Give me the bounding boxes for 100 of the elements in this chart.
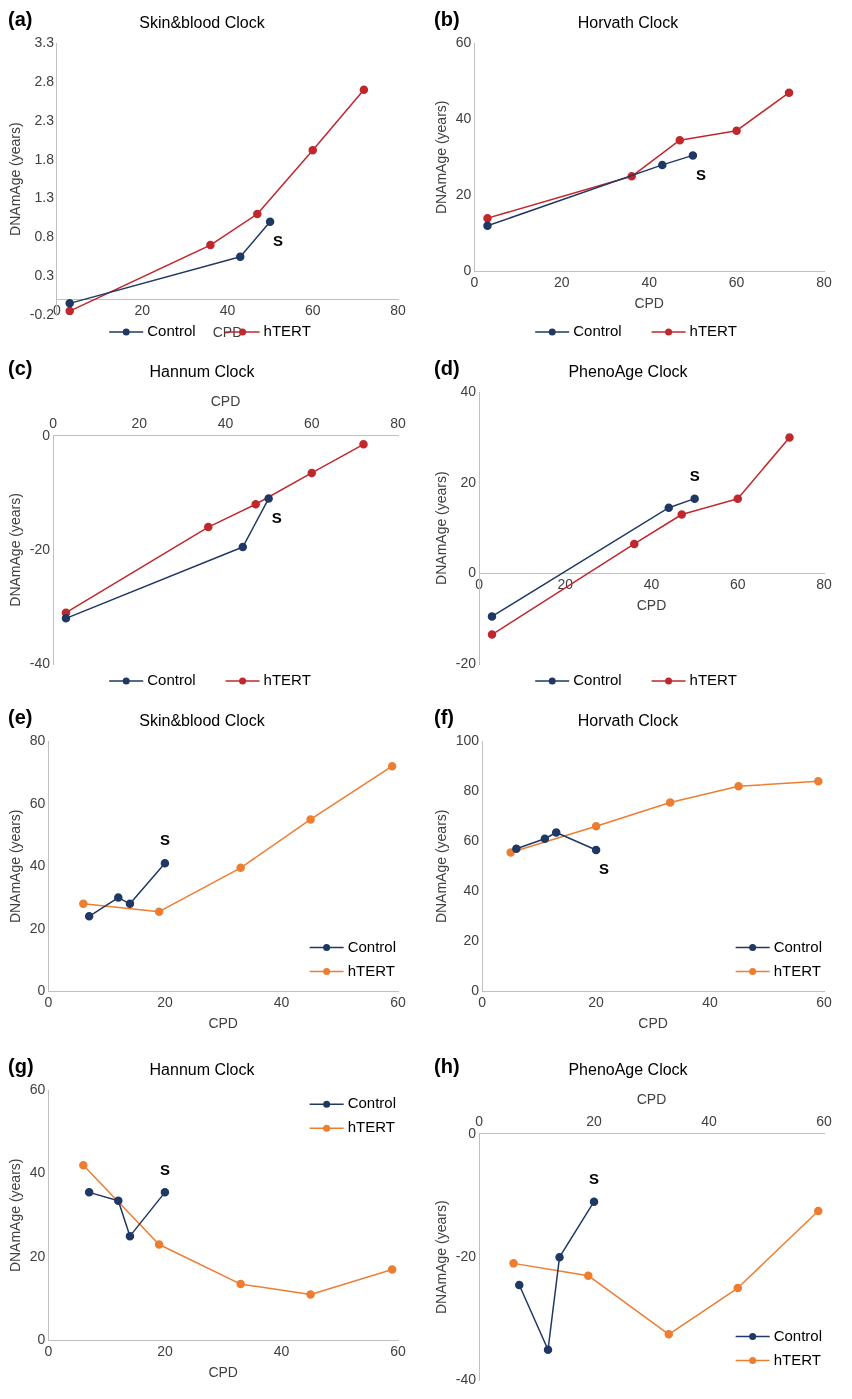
point xyxy=(734,781,743,791)
point xyxy=(665,798,675,807)
point xyxy=(359,440,368,449)
chart-title: PhenoAge Clock xyxy=(568,1061,689,1079)
point xyxy=(154,1240,164,1249)
point xyxy=(814,776,823,786)
x-tick-label: 40 xyxy=(273,993,290,1010)
point xyxy=(307,468,317,478)
chart-title: Horvath Clock xyxy=(577,712,680,730)
legend-label: Control xyxy=(573,322,622,340)
x-tick-label: 20 xyxy=(157,1342,173,1359)
x-tick-label: 20 xyxy=(157,993,173,1010)
point xyxy=(79,899,88,909)
x-axis-title: CPD xyxy=(208,1364,238,1381)
y-tick-label: 40 xyxy=(463,882,480,899)
chart-title: Hannum Clock xyxy=(149,363,256,381)
point xyxy=(65,299,74,308)
point xyxy=(543,1345,553,1354)
y-tick-label: 20 xyxy=(29,919,46,936)
x-axis-title: CPD xyxy=(210,393,241,410)
x-axis-title: CPD xyxy=(636,1091,667,1108)
y-tick-label: 2.3 xyxy=(34,111,55,128)
text: (e) xyxy=(8,705,33,728)
legend-label: Control xyxy=(147,671,196,689)
y-tick-label: 20 xyxy=(463,932,480,949)
legend-label: hTERT xyxy=(263,671,311,689)
y-tick-label: 2.8 xyxy=(34,72,55,89)
y-tick-label: -20 xyxy=(455,1248,477,1265)
y-tick-label: 0 xyxy=(463,262,472,279)
text: (b) xyxy=(434,7,460,30)
point xyxy=(359,85,369,95)
legend-label: Control xyxy=(773,1326,822,1344)
point xyxy=(306,815,315,824)
point xyxy=(551,828,561,837)
point xyxy=(65,306,74,315)
point xyxy=(206,240,215,250)
y-tick-label: 0 xyxy=(468,1124,477,1141)
y-tick-label: 3.3 xyxy=(34,34,55,51)
point xyxy=(125,899,135,909)
point xyxy=(236,1279,245,1289)
x-tick-label: 60 xyxy=(729,575,746,592)
y-tick-label: 1.3 xyxy=(34,189,55,206)
point xyxy=(483,213,492,223)
x-tick-label: 60 xyxy=(304,301,321,318)
y-tick-label: 80 xyxy=(463,782,480,799)
point xyxy=(264,494,273,503)
y-tick-label: 0.3 xyxy=(34,267,55,284)
legend-label: hTERT xyxy=(347,961,395,979)
annotation: S xyxy=(599,860,610,878)
annotation: S xyxy=(159,831,170,849)
point xyxy=(84,912,94,921)
y-axis-title: DNAmAge (years) xyxy=(7,1158,24,1273)
y-tick-label: 40 xyxy=(29,1164,46,1181)
point xyxy=(589,1197,599,1206)
point xyxy=(236,252,245,262)
x-tick-label: 40 xyxy=(701,1113,718,1130)
x-tick-label: 80 xyxy=(816,273,832,290)
x-tick-label: 60 xyxy=(816,1113,832,1130)
y-axis-title: DNAmAge (years) xyxy=(433,100,450,215)
chart-title: PhenoAge Clock xyxy=(568,363,689,381)
point xyxy=(265,217,275,227)
point xyxy=(509,1259,518,1268)
y-tick-label: 20 xyxy=(460,473,477,490)
point xyxy=(160,1188,170,1197)
x-tick-label: 60 xyxy=(303,415,320,432)
x-tick-label: 80 xyxy=(390,415,406,432)
x-tick-label: 60 xyxy=(728,273,745,290)
point xyxy=(591,822,601,831)
legend-label: Control xyxy=(773,937,822,955)
y-tick-label: 0.8 xyxy=(34,228,55,245)
point xyxy=(540,834,550,844)
x-tick-label: 40 xyxy=(273,1342,290,1359)
y-tick-label: 60 xyxy=(455,34,472,51)
point xyxy=(690,494,699,503)
legend-label: Control xyxy=(147,322,196,340)
x-tick-label: 40 xyxy=(702,993,719,1010)
y-tick-label: 0 xyxy=(37,1331,46,1348)
y-tick-label: -40 xyxy=(455,1371,477,1388)
point xyxy=(483,221,492,231)
y-axis-title: DNAmAge (years) xyxy=(433,1200,450,1314)
point xyxy=(584,1271,593,1280)
y-tick-label: 40 xyxy=(29,857,46,874)
point xyxy=(114,893,123,902)
legend-label: Control xyxy=(573,671,622,689)
y-tick-label: -20 xyxy=(29,540,51,557)
y-axis-title: DNAmAge (years) xyxy=(7,809,24,924)
point xyxy=(591,845,601,855)
chart-title: Skin&blood Clock xyxy=(139,712,266,730)
x-axis-title: CPD xyxy=(208,1015,238,1032)
point xyxy=(204,522,213,532)
text: (c) xyxy=(8,356,33,379)
text: (f) xyxy=(434,705,454,728)
text: (d) xyxy=(434,356,460,379)
point xyxy=(688,151,698,160)
annotation: S xyxy=(695,165,706,183)
chart-title: Horvath Clock xyxy=(577,14,680,32)
point xyxy=(387,761,397,771)
legend-label: hTERT xyxy=(773,961,821,979)
y-axis-title: DNAmAge (years) xyxy=(433,809,450,924)
point xyxy=(84,1188,94,1197)
